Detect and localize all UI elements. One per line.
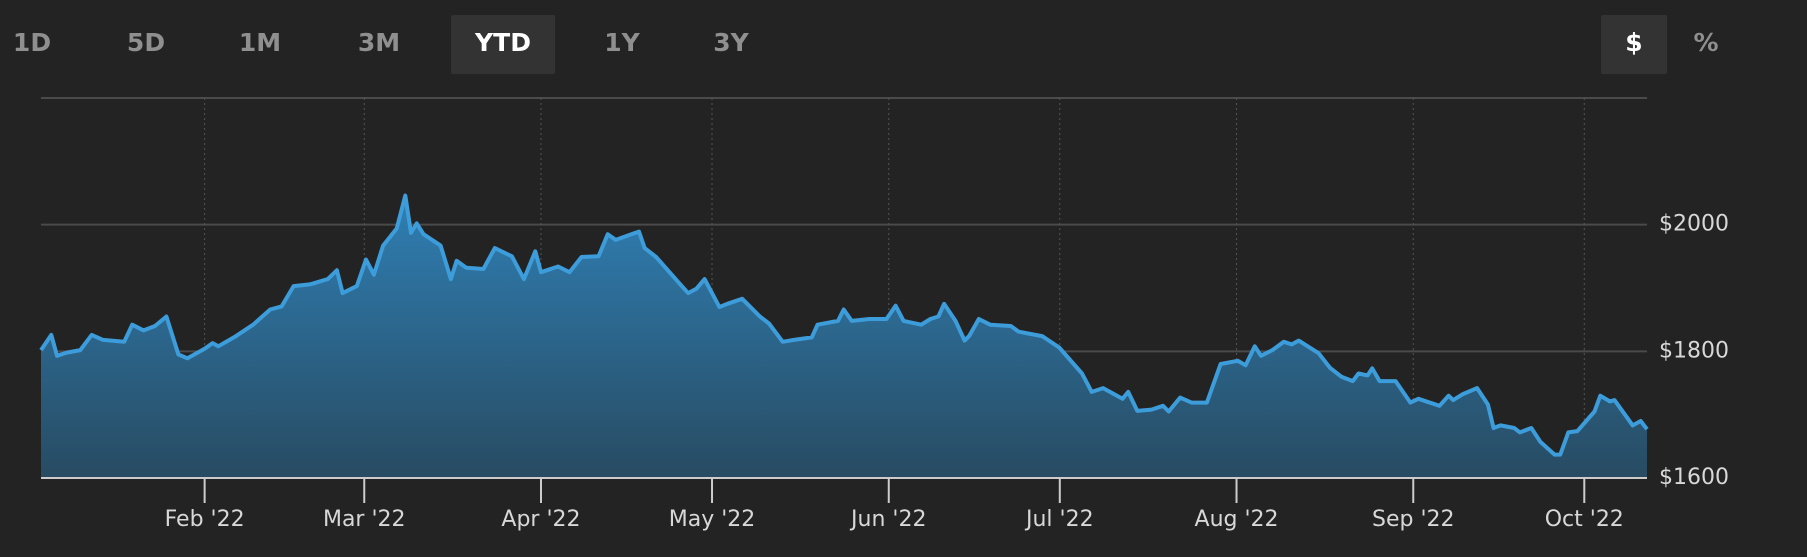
range-button-bg	[451, 15, 555, 74]
range-button[interactable]: 1Y	[604, 28, 640, 57]
area-fill	[41, 195, 1647, 478]
y-tick-label: $1600	[1659, 465, 1729, 490]
range-button[interactable]: 1D	[13, 28, 51, 57]
x-tick-label: Feb '22	[165, 507, 245, 532]
y-tick-label: $1800	[1659, 338, 1729, 363]
x-tick-label: May '22	[669, 507, 756, 532]
range-button[interactable]: 3Y	[713, 28, 749, 57]
x-tick-label: Apr '22	[501, 507, 580, 532]
y-tick-label: $2000	[1659, 212, 1729, 237]
range-button[interactable]: 3M	[358, 28, 400, 57]
x-tick-label: Jul '22	[1024, 507, 1094, 532]
range-button[interactable]: 1M	[239, 28, 281, 57]
unit-button[interactable]: $	[1625, 28, 1642, 57]
x-tick-label: Jun '22	[849, 507, 926, 532]
range-button[interactable]: 5D	[127, 28, 165, 57]
unit-button[interactable]: %	[1693, 28, 1718, 57]
unit-button-bg	[1601, 15, 1667, 74]
x-tick-label: Sep '22	[1372, 507, 1455, 532]
range-button[interactable]: YTD	[474, 28, 531, 57]
x-tick-label: Aug '22	[1195, 507, 1279, 532]
x-tick-label: Oct '22	[1545, 507, 1624, 532]
x-tick-label: Mar '22	[323, 507, 406, 532]
price-line	[39, 193, 1649, 457]
